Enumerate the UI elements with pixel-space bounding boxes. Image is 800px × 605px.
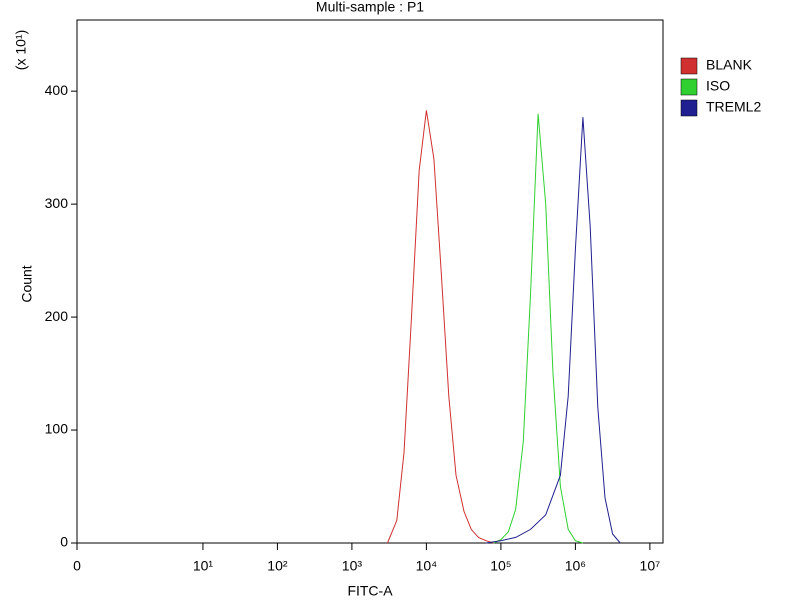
x-tick-label: 10⁵ — [490, 558, 511, 574]
series-line — [485, 117, 621, 544]
x-tick-label: 0 — [73, 558, 81, 574]
y-axis-label: Count — [19, 265, 35, 302]
plot-frame — [76, 19, 664, 544]
y-multiplier: (x 10¹) — [13, 30, 29, 70]
y-tick-label: 200 — [45, 308, 69, 324]
legend-swatch — [680, 57, 698, 75]
x-tick-label: 10⁴ — [416, 558, 438, 574]
y-tick-label: 300 — [45, 195, 69, 211]
x-axis-label: FITC-A — [347, 583, 393, 599]
legend-label: TREML2 — [706, 99, 761, 115]
x-tick-label: 10¹ — [193, 558, 214, 574]
x-tick-label: 10³ — [342, 558, 363, 574]
series-line — [387, 110, 494, 544]
x-tick-label: 10² — [267, 558, 288, 574]
y-tick-label: 100 — [45, 421, 69, 437]
y-tick-label: 400 — [45, 82, 69, 98]
legend-swatch — [680, 78, 698, 96]
x-tick-label: 10⁶ — [565, 558, 586, 574]
legend-label: ISO — [706, 78, 730, 94]
x-tick-label: 10⁷ — [640, 558, 661, 574]
chart-title: Multi-sample : P1 — [316, 0, 424, 15]
series-line — [493, 113, 584, 544]
y-tick-label: 0 — [60, 534, 68, 550]
legend-label: BLANK — [706, 57, 753, 73]
legend-swatch — [680, 99, 698, 117]
